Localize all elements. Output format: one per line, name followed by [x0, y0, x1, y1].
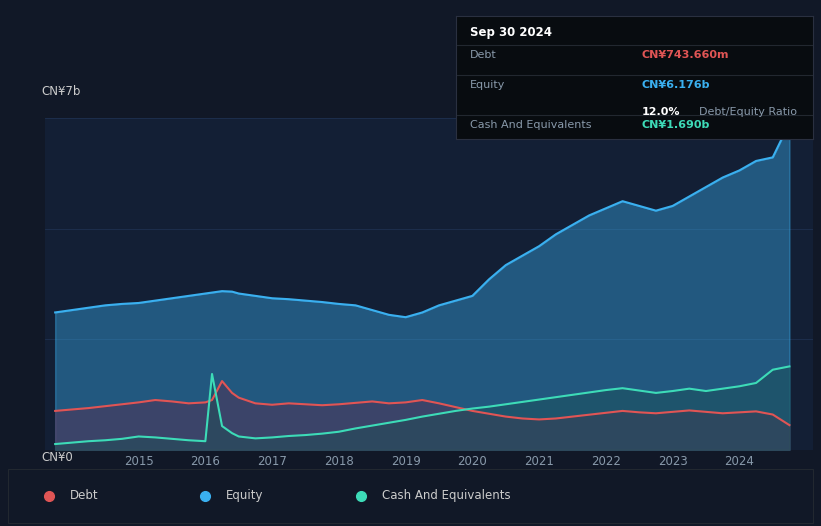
Text: Cash And Equivalents: Cash And Equivalents — [382, 489, 511, 502]
Text: CN¥6.176b: CN¥6.176b — [641, 80, 710, 90]
Text: Equity: Equity — [470, 80, 505, 90]
Text: Cash And Equivalents: Cash And Equivalents — [470, 119, 591, 129]
Text: Debt/Equity Ratio: Debt/Equity Ratio — [699, 107, 796, 117]
Text: 12.0%: 12.0% — [641, 107, 680, 117]
Text: Equity: Equity — [226, 489, 264, 502]
Text: Sep 30 2024: Sep 30 2024 — [470, 26, 552, 39]
Text: Debt: Debt — [470, 50, 497, 60]
Text: CN¥0: CN¥0 — [41, 451, 73, 464]
Text: CN¥7b: CN¥7b — [41, 85, 80, 98]
Text: CN¥743.660m: CN¥743.660m — [641, 50, 729, 60]
Text: Debt: Debt — [70, 489, 99, 502]
Text: CN¥1.690b: CN¥1.690b — [641, 119, 709, 129]
